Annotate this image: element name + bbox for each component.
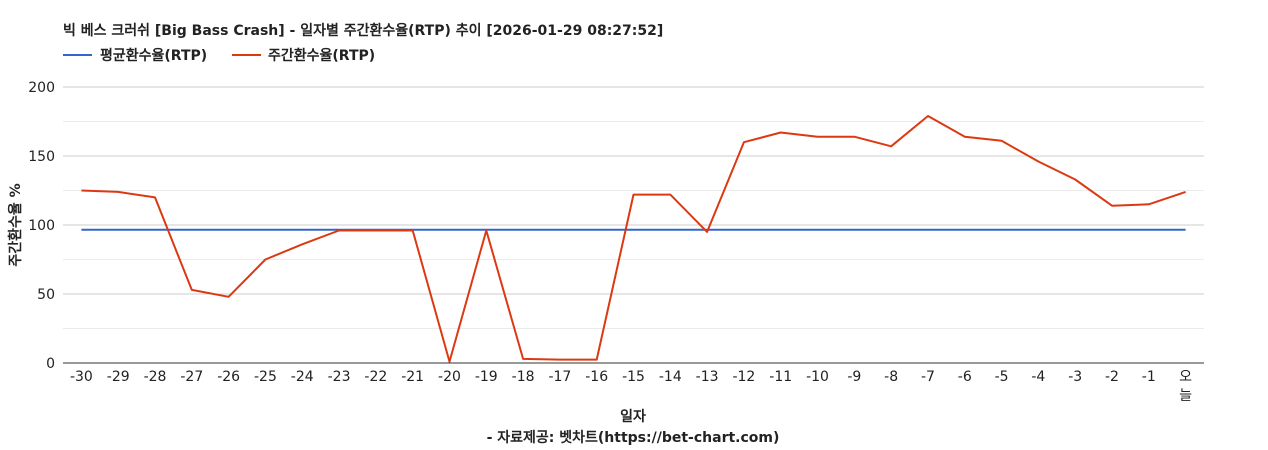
legend-item-weekly[interactable]: 주간환수율(RTP) — [232, 47, 375, 64]
x-tick-label: -24 — [291, 369, 314, 385]
y-tick-label: 50 — [37, 287, 55, 303]
x-tick-label: -30 — [70, 369, 93, 385]
x-tick-label: -5 — [995, 369, 1009, 385]
x-tick-label: -3 — [1068, 369, 1082, 385]
y-tick-label: 0 — [46, 356, 55, 372]
x-tick-label: -20 — [438, 369, 461, 385]
legend: 평균환수율(RTP) 주간환수율(RTP) — [63, 47, 375, 64]
x-tick-label: -12 — [732, 369, 755, 385]
y-axis-ticks: 0 50 100 150 200 — [28, 80, 55, 372]
chart-title: 빅 베스 크러쉬 [Big Bass Crash] - 일자별 주간환수율(RT… — [63, 22, 663, 39]
x-tick-label: -18 — [512, 369, 535, 385]
legend-label-weekly: 주간환수율(RTP) — [268, 47, 375, 64]
x-tick-label: -2 — [1105, 369, 1119, 385]
x-tick-label: -22 — [364, 369, 387, 385]
x-tick-label: -17 — [548, 369, 571, 385]
y-tick-label: 100 — [28, 218, 55, 234]
source-caption: - 자료제공: 벳차트(https://bet-chart.com) — [487, 429, 780, 446]
x-tick-label: -25 — [254, 369, 277, 385]
x-tick-label: -26 — [217, 369, 240, 385]
y-tick-label: 150 — [28, 149, 55, 165]
x-tick-label: -8 — [884, 369, 898, 385]
y-axis-title: 주간환수율 % — [7, 183, 24, 266]
x-tick-label: -29 — [107, 369, 130, 385]
y-tick-label: 200 — [28, 80, 55, 96]
x-tick-label: -27 — [180, 369, 203, 385]
x-tick-label: -10 — [806, 369, 829, 385]
series-lines — [81, 115, 1186, 363]
x-tick-label: -9 — [847, 369, 861, 385]
x-tick-label: -14 — [659, 369, 682, 385]
gridlines — [63, 86, 1204, 329]
x-tick-label: -28 — [144, 369, 167, 385]
x-tick-label: -15 — [622, 369, 645, 385]
x-tick-label: -7 — [921, 369, 935, 385]
x-tick-label: -1 — [1142, 369, 1156, 385]
x-tick-label: -4 — [1031, 369, 1045, 385]
x-tick-label: -11 — [769, 369, 792, 385]
x-tick-label: -23 — [328, 369, 351, 385]
x-tick-label: -13 — [696, 369, 719, 385]
x-tick-label: -6 — [958, 369, 972, 385]
x-axis-ticks: -30 -29 -28 -27 -26 -25 -24 -23 -22 -21 -20 -19 -18-… — [70, 369, 1192, 404]
x-axis-title: 일자 — [620, 409, 646, 425]
x-tick-label: -21 — [401, 369, 424, 385]
x-tick-label: -19 — [475, 369, 498, 385]
x-tick-label: -16 — [585, 369, 608, 385]
series-line-weekly-rtp[interactable] — [81, 115, 1186, 363]
legend-label-average: 평균환수율(RTP) — [100, 47, 207, 64]
legend-item-average[interactable]: 평균환수율(RTP) — [63, 47, 207, 64]
